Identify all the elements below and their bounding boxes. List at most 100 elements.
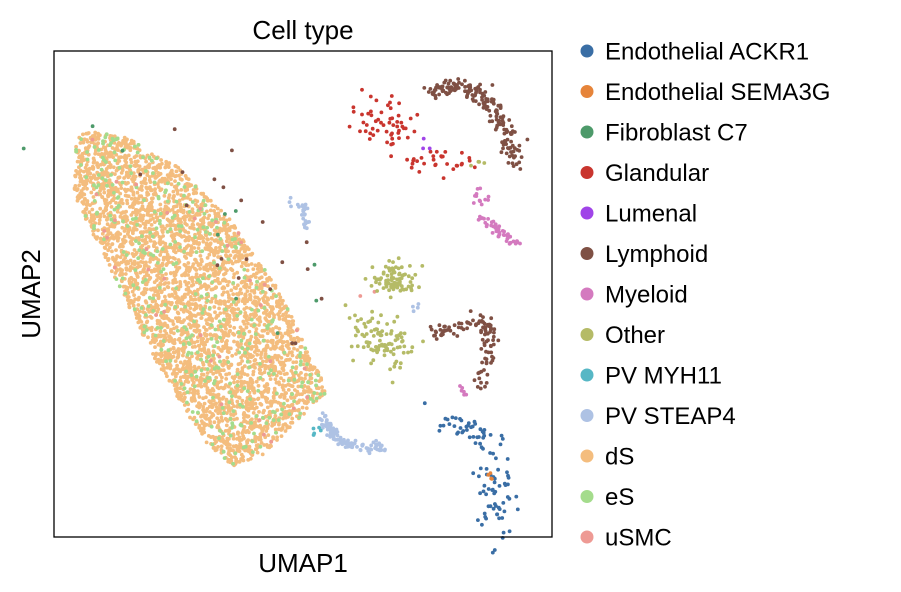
scatter-point — [242, 380, 247, 384]
scatter-point — [113, 158, 118, 163]
scatter-point — [304, 240, 309, 245]
scatter-point — [79, 163, 83, 167]
scatter-point — [214, 370, 219, 375]
scatter-point — [259, 266, 263, 271]
scatter-point — [84, 175, 89, 180]
scatter-point — [377, 281, 382, 286]
scatter-point — [388, 295, 393, 300]
scatter-point — [187, 217, 192, 222]
scatter-point — [276, 418, 281, 422]
scatter-point — [266, 386, 271, 391]
scatter-point — [334, 430, 338, 435]
scatter-point — [385, 322, 389, 326]
scatter-point — [193, 398, 197, 403]
scatter-point — [300, 337, 304, 342]
scatter-point — [221, 278, 225, 283]
scatter-point — [253, 299, 258, 304]
scatter-point — [479, 347, 484, 351]
scatter-point — [163, 165, 168, 170]
scatter-point — [242, 267, 247, 272]
scatter-point — [360, 443, 365, 448]
scatter-point — [416, 302, 421, 306]
scatter-point — [91, 195, 96, 199]
scatter-point — [493, 109, 498, 114]
scatter-point — [497, 230, 502, 235]
scatter-point — [204, 242, 209, 247]
scatter-point — [110, 146, 115, 150]
scatter-point — [186, 407, 191, 412]
scatter-point — [245, 389, 250, 393]
scatter-point — [228, 381, 233, 386]
scatter-point — [279, 335, 284, 340]
scatter-point — [184, 336, 189, 341]
scatter-point — [247, 341, 252, 346]
scatter-point — [210, 280, 215, 284]
scatter-point — [239, 355, 244, 360]
scatter-point — [454, 87, 458, 91]
scatter-point — [268, 328, 273, 333]
scatter-point — [183, 304, 188, 309]
scatter-point — [252, 323, 257, 328]
scatter-point — [175, 310, 180, 315]
scatter-point — [104, 205, 108, 210]
scatter-point — [410, 276, 415, 281]
scatter-point — [247, 338, 252, 343]
scatter-point — [283, 316, 287, 321]
scatter-point — [198, 262, 203, 267]
scatter-point — [244, 430, 248, 434]
scatter-point — [257, 285, 262, 290]
scatter-point — [90, 124, 95, 129]
scatter-point — [237, 435, 242, 440]
scatter-point — [209, 287, 214, 292]
scatter-point — [384, 332, 389, 336]
scatter-point — [174, 261, 179, 265]
scatter-point — [206, 434, 211, 438]
scatter-point — [238, 438, 242, 443]
scatter-point — [218, 372, 223, 377]
scatter-point — [295, 328, 299, 333]
scatter-point — [202, 350, 207, 354]
scatter-point — [213, 286, 218, 290]
scatter-point — [376, 331, 380, 336]
scatter-point — [208, 299, 213, 304]
scatter-point — [200, 311, 205, 315]
scatter-point — [170, 215, 175, 220]
scatter-point — [279, 307, 284, 312]
scatter-point — [249, 355, 254, 360]
scatter-point — [132, 248, 137, 252]
scatter-point — [205, 298, 210, 303]
scatter-point — [165, 285, 170, 289]
scatter-point — [204, 440, 209, 445]
scatter-point — [193, 292, 198, 296]
scatter-point — [255, 267, 260, 271]
scatter-point — [440, 87, 444, 92]
scatter-point — [225, 355, 230, 360]
scatter-point — [285, 307, 290, 311]
scatter-point — [211, 402, 216, 407]
scatter-point — [133, 196, 138, 201]
scatter-point — [242, 386, 247, 391]
scatter-point — [106, 154, 111, 159]
scatter-point — [245, 268, 250, 273]
scatter-point — [183, 271, 188, 275]
scatter-point — [156, 208, 161, 213]
scatter-point — [203, 247, 208, 251]
scatter-point — [260, 289, 265, 294]
scatter-point — [151, 352, 155, 356]
scatter-point — [243, 444, 248, 449]
scatter-point — [274, 373, 279, 378]
scatter-point — [163, 294, 167, 299]
scatter-point — [166, 348, 171, 353]
scatter-point — [250, 439, 255, 444]
scatter-point — [193, 344, 198, 349]
scatter-point — [182, 339, 186, 344]
scatter-point — [155, 182, 160, 186]
scatter-point — [153, 190, 158, 195]
scatter-point — [253, 344, 258, 349]
scatter-point — [173, 359, 178, 363]
scatter-point — [447, 87, 452, 92]
scatter-point — [236, 362, 241, 367]
scatter-point — [144, 169, 148, 173]
scatter-point — [174, 199, 179, 204]
scatter-point — [496, 234, 501, 239]
